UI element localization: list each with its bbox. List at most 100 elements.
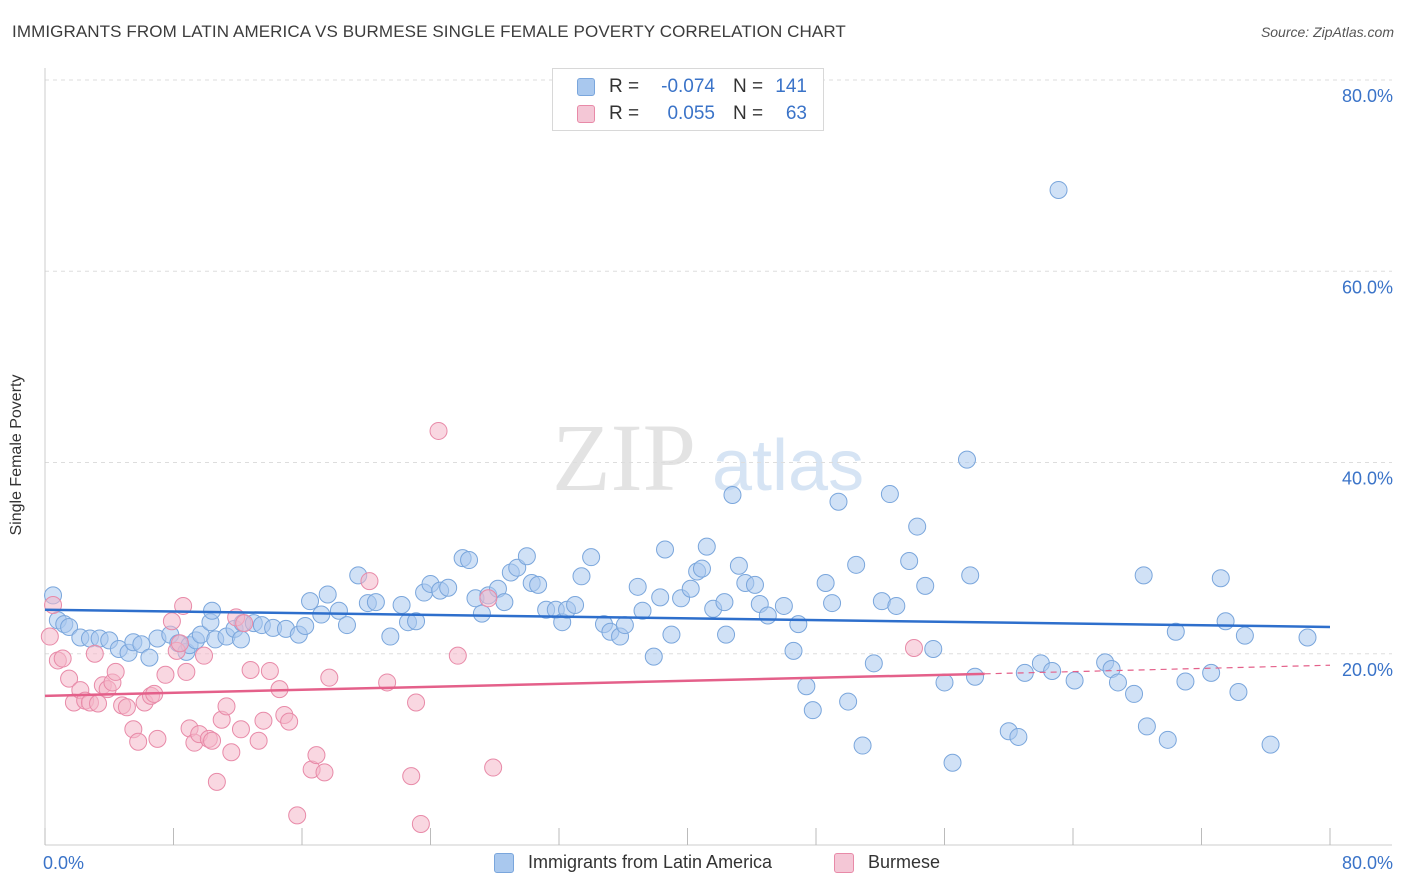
- data-point-burmese: [231, 720, 250, 739]
- data-point-immigrants: [816, 573, 835, 592]
- data-point-burmese: [280, 712, 299, 731]
- data-point-immigrants: [628, 577, 647, 596]
- legend-row-burmese: R = 0.055 N = 63: [577, 102, 807, 126]
- data-point-burmese: [203, 731, 222, 750]
- data-point-immigrants: [296, 617, 315, 636]
- data-point-immigrants: [924, 639, 943, 658]
- data-point-immigrants: [900, 551, 919, 570]
- data-point-burmese: [448, 646, 467, 665]
- data-point-immigrants: [1108, 673, 1127, 692]
- data-point-immigrants: [615, 616, 634, 635]
- watermark: ZIP atlas: [552, 404, 864, 511]
- watermark-zip: ZIP: [552, 404, 696, 511]
- data-point-immigrants: [1176, 672, 1195, 691]
- data-point-immigrants: [1049, 180, 1068, 199]
- data-point-burmese: [195, 646, 214, 665]
- data-point-immigrants: [1125, 684, 1144, 703]
- data-point-immigrants: [633, 601, 652, 620]
- data-point-burmese: [156, 665, 175, 684]
- data-point-burmese: [53, 649, 72, 668]
- data-point-burmese: [235, 614, 254, 633]
- correlation-legend: R = -0.074 N = 141 R = 0.055 N = 63: [552, 68, 824, 131]
- data-point-immigrants: [943, 753, 962, 772]
- data-point-immigrants: [651, 588, 670, 607]
- data-point-immigrants: [864, 654, 883, 673]
- data-point-burmese: [411, 814, 430, 833]
- data-point-immigrants: [839, 692, 858, 711]
- data-point-burmese: [429, 421, 448, 440]
- legend-r-label: R =: [609, 76, 640, 97]
- data-point-burmese: [254, 711, 273, 730]
- data-point-immigrants: [1298, 628, 1317, 647]
- data-point-immigrants: [337, 616, 356, 635]
- data-point-burmese: [170, 634, 189, 653]
- data-point-immigrants: [1065, 671, 1084, 690]
- legend-swatch-pink: [577, 105, 595, 123]
- data-point-immigrants: [366, 593, 385, 612]
- data-point-immigrants: [717, 625, 736, 644]
- data-point-burmese: [106, 662, 125, 681]
- data-point-immigrants: [60, 617, 79, 636]
- data-point-immigrants: [508, 558, 527, 577]
- data-point-immigrants: [318, 585, 337, 604]
- legend-label-immigrants: Immigrants from Latin America: [528, 852, 773, 872]
- data-point-immigrants: [1043, 661, 1062, 680]
- y-tick-label: 60.0%: [1342, 277, 1393, 297]
- data-point-immigrants: [495, 593, 514, 612]
- data-point-burmese: [177, 662, 196, 681]
- legend-swatch-blue: [577, 78, 595, 96]
- data-point-burmese: [320, 668, 339, 687]
- data-point-immigrants: [517, 547, 536, 566]
- legend-n-value: 63: [785, 103, 807, 124]
- data-point-immigrants: [407, 612, 426, 631]
- series-legend: Immigrants from Latin America Burmese: [0, 852, 1406, 878]
- data-point-immigrants: [784, 641, 803, 660]
- data-point-immigrants: [1137, 717, 1156, 736]
- data-point-immigrants: [662, 625, 681, 644]
- data-point-immigrants: [1229, 683, 1248, 701]
- data-point-immigrants: [572, 567, 591, 586]
- series-burmese: [40, 421, 923, 833]
- data-point-burmese: [249, 731, 268, 750]
- data-point-immigrants: [656, 540, 675, 559]
- data-point-immigrants: [381, 627, 400, 646]
- y-tick-label: 20.0%: [1342, 660, 1393, 680]
- data-point-burmese: [360, 572, 379, 591]
- data-point-burmese: [40, 627, 59, 646]
- legend-n-value: 141: [775, 76, 807, 97]
- data-point-immigrants: [644, 647, 663, 666]
- data-point-immigrants: [1216, 612, 1235, 631]
- axes: [44, 68, 1392, 846]
- data-point-immigrants: [1202, 663, 1221, 682]
- data-point-immigrants: [1235, 626, 1254, 645]
- data-point-burmese: [148, 729, 167, 748]
- source-label: Source: ZipAtlas.com: [1260, 24, 1394, 40]
- data-point-immigrants: [582, 548, 601, 567]
- legend-item-immigrants: Immigrants from Latin America: [494, 852, 772, 873]
- data-point-immigrants: [715, 593, 734, 612]
- x-tick-label: 80.0%: [1342, 853, 1393, 873]
- data-point-immigrants: [887, 596, 906, 615]
- legend-item-burmese: Burmese: [834, 852, 940, 873]
- y-tick-label: 40.0%: [1342, 469, 1393, 489]
- data-point-burmese: [402, 767, 421, 786]
- trend-lines: [44, 608, 1331, 698]
- data-point-immigrants: [916, 576, 935, 595]
- data-point-immigrants: [829, 492, 848, 511]
- data-point-immigrants: [789, 615, 808, 634]
- data-point-immigrants: [1009, 727, 1028, 746]
- legend-row-immigrants: R = -0.074 N = 141: [577, 75, 807, 99]
- data-point-immigrants: [935, 673, 954, 692]
- data-point-immigrants: [132, 635, 151, 654]
- data-point-burmese: [307, 746, 326, 765]
- trend-line-burmese-extrapolated: [984, 664, 1331, 675]
- data-point-immigrants: [957, 450, 976, 469]
- data-point-immigrants: [1166, 622, 1185, 641]
- data-point-burmese: [288, 806, 307, 825]
- data-point-immigrants: [823, 594, 842, 613]
- data-point-burmese: [479, 589, 498, 608]
- data-point-immigrants: [758, 606, 777, 625]
- series-immigrants-from-latin-america: [44, 180, 1317, 772]
- data-point-immigrants: [140, 648, 159, 667]
- data-point-burmese: [904, 639, 923, 658]
